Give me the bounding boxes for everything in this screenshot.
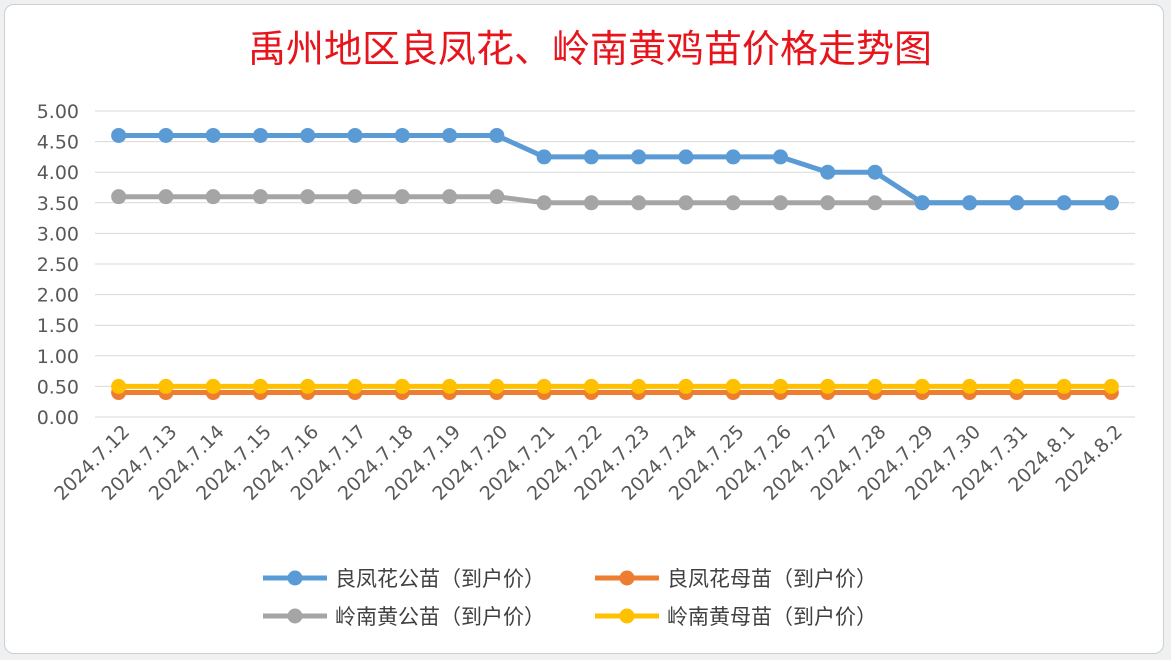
chart-title: 禹州地区良凤花、岭南黄鸡苗价格走势图 xyxy=(248,27,932,71)
y-tick-label: 3.00 xyxy=(37,223,79,245)
y-tick-label: 2.00 xyxy=(37,285,79,307)
data-point xyxy=(394,378,410,394)
y-tick-label: 1.50 xyxy=(37,315,79,337)
data-point xyxy=(583,195,599,211)
data-point xyxy=(536,195,552,211)
data-point xyxy=(772,149,788,165)
data-point xyxy=(536,378,552,394)
data-point xyxy=(442,127,458,143)
data-point xyxy=(300,378,316,394)
data-point xyxy=(111,378,127,394)
data-point xyxy=(394,189,410,205)
y-axis-ticks: 0.00 0.50 1.00 1.50 2.00 2.50 3.00 3.50 4.00 4.50… xyxy=(37,101,79,429)
data-point xyxy=(111,127,127,143)
legend-marker xyxy=(287,608,303,624)
data-point xyxy=(347,378,363,394)
legend-label: 良凤花公苗（到户价） xyxy=(335,567,545,591)
data-point xyxy=(158,189,174,205)
data-point xyxy=(867,164,883,180)
series-layer xyxy=(111,127,1119,401)
data-point xyxy=(347,127,363,143)
data-point xyxy=(442,189,458,205)
data-point xyxy=(725,378,741,394)
data-point xyxy=(1103,195,1119,211)
legend-label: 良凤花母苗（到户价） xyxy=(667,567,877,591)
data-point xyxy=(678,149,694,165)
legend-item: 良凤花公苗（到户价） xyxy=(263,567,545,591)
data-point xyxy=(536,149,552,165)
legend-label: 岭南黄公苗（到户价） xyxy=(335,605,545,629)
data-point xyxy=(867,195,883,211)
data-point xyxy=(1009,195,1025,211)
data-point xyxy=(725,195,741,211)
legend: 良凤花公苗（到户价） 良凤花母苗（到户价） 岭南黄公苗（到户价） 岭南黄母苗（到户价） xyxy=(263,567,877,629)
data-point xyxy=(867,378,883,394)
legend-item: 岭南黄公苗（到户价） xyxy=(263,605,545,629)
data-point xyxy=(300,189,316,205)
data-point xyxy=(631,149,647,165)
data-point xyxy=(772,195,788,211)
data-point xyxy=(772,378,788,394)
data-point xyxy=(1056,195,1072,211)
data-point xyxy=(962,195,978,211)
legend-item: 岭南黄母苗（到户价） xyxy=(595,605,877,629)
data-point xyxy=(489,127,505,143)
data-point xyxy=(205,127,221,143)
y-tick-label: 5.00 xyxy=(37,101,79,123)
data-point xyxy=(489,378,505,394)
data-point xyxy=(914,195,930,211)
data-point xyxy=(914,378,930,394)
data-point xyxy=(1009,378,1025,394)
data-point xyxy=(252,378,268,394)
data-point xyxy=(158,127,174,143)
y-tick-label: 0.00 xyxy=(37,407,79,429)
data-point xyxy=(820,195,836,211)
data-point xyxy=(205,189,221,205)
legend-item: 良凤花母苗（到户价） xyxy=(595,567,877,591)
series-3 xyxy=(111,378,1119,394)
data-point xyxy=(489,189,505,205)
y-tick-label: 2.50 xyxy=(37,254,79,276)
data-point xyxy=(158,378,174,394)
data-point xyxy=(583,378,599,394)
series-line xyxy=(118,133,1112,206)
data-point xyxy=(252,127,268,143)
data-point xyxy=(1103,378,1119,394)
data-point xyxy=(394,127,410,143)
data-point xyxy=(631,378,647,394)
data-point xyxy=(820,378,836,394)
line-chart: 禹州地区良凤花、岭南黄鸡苗价格走势图 0.00 0.50 1.00 1.50 2.00 2… xyxy=(37,27,1135,629)
series-0 xyxy=(111,127,1119,211)
data-point xyxy=(962,378,978,394)
data-point xyxy=(205,378,221,394)
data-point xyxy=(725,149,741,165)
data-point xyxy=(252,189,268,205)
chart-frame: 禹州地区良凤花、岭南黄鸡苗价格走势图 0.00 0.50 1.00 1.50 2.00 2… xyxy=(4,4,1164,654)
data-point xyxy=(300,127,316,143)
y-tick-label: 0.50 xyxy=(37,376,79,398)
y-tick-label: 1.00 xyxy=(37,346,79,368)
data-point xyxy=(820,164,836,180)
data-point xyxy=(631,195,647,211)
data-point xyxy=(678,195,694,211)
data-point xyxy=(442,378,458,394)
data-point xyxy=(347,189,363,205)
legend-label: 岭南黄母苗（到户价） xyxy=(667,605,877,629)
legend-marker xyxy=(287,570,303,586)
y-tick-label: 4.50 xyxy=(37,132,79,154)
data-point xyxy=(678,378,694,394)
x-axis-ticks: 2024.7.122024.7.132024.7.142024.7.152024… xyxy=(50,421,1127,505)
data-point xyxy=(583,149,599,165)
data-point xyxy=(111,189,127,205)
legend-marker xyxy=(619,608,635,624)
legend-marker xyxy=(619,570,635,586)
data-point xyxy=(1056,378,1072,394)
y-tick-label: 3.50 xyxy=(37,193,79,215)
y-tick-label: 4.00 xyxy=(37,162,79,184)
